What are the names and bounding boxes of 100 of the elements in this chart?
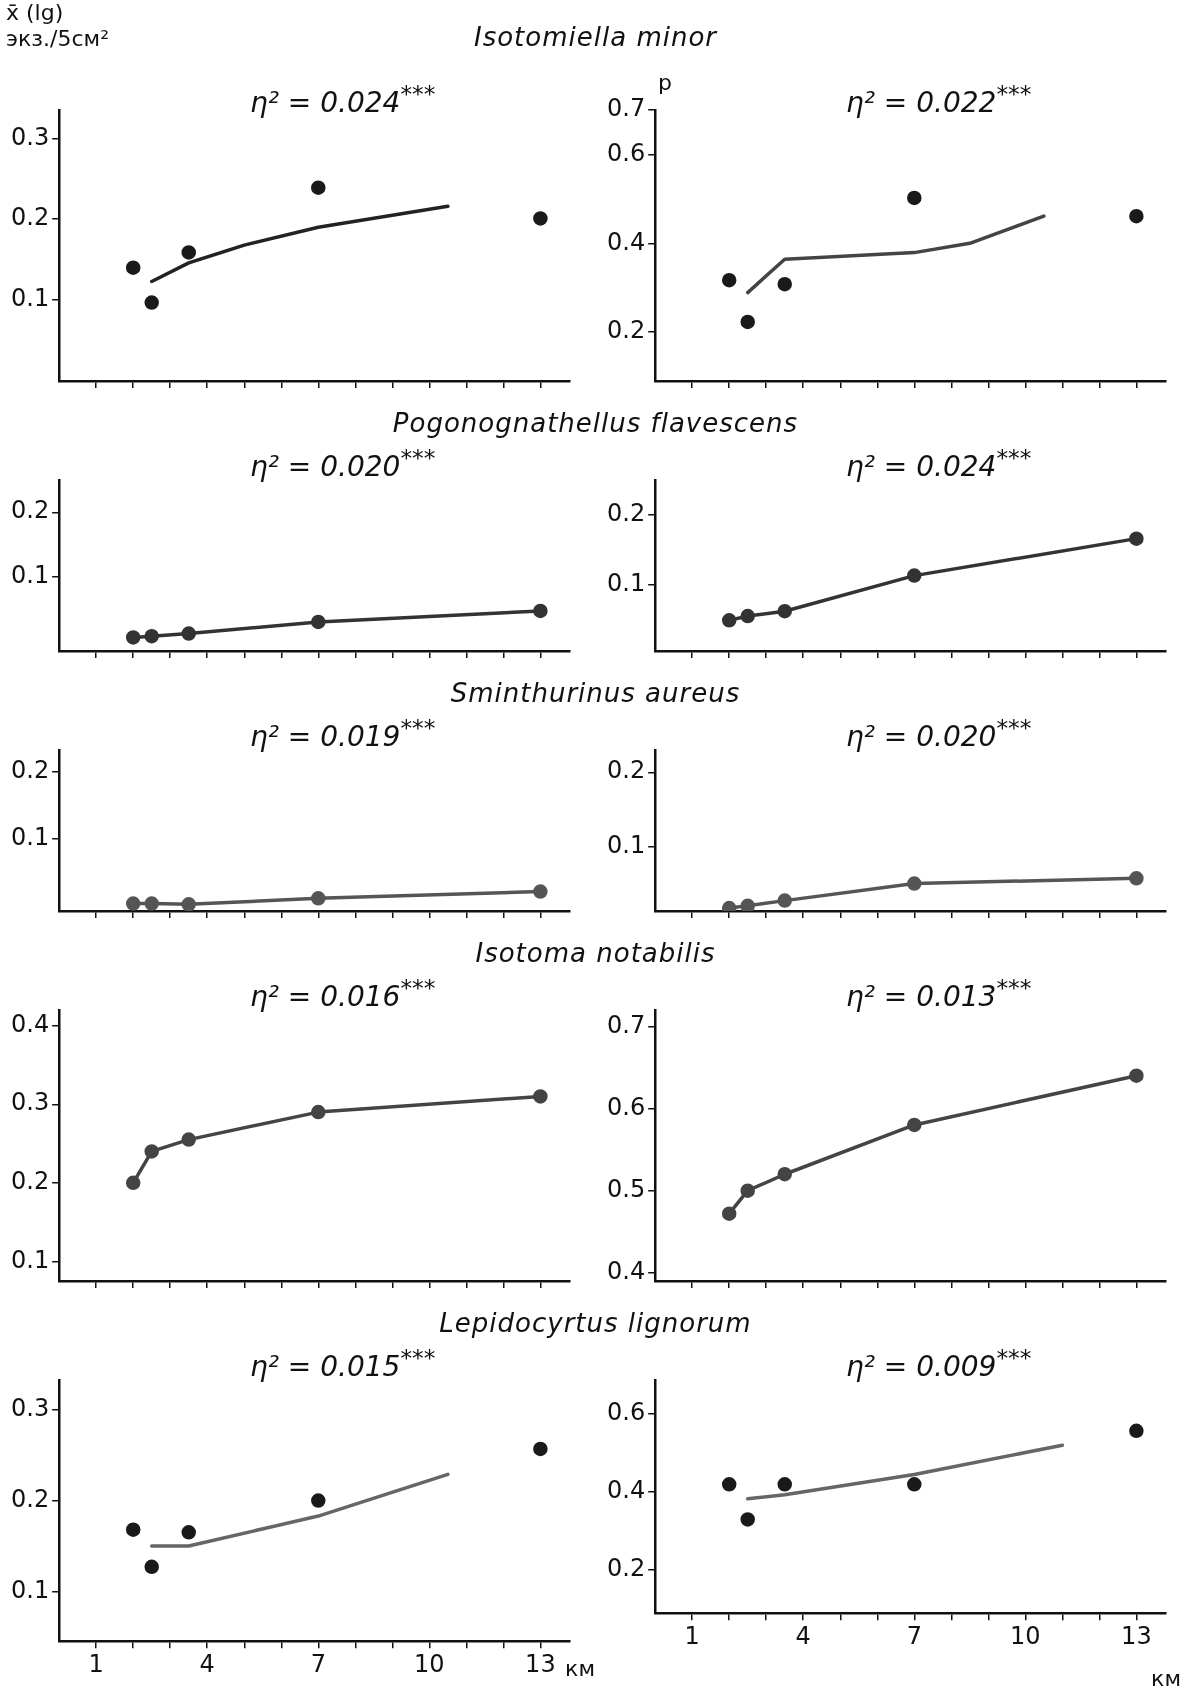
point — [777, 603, 792, 619]
point — [777, 1166, 792, 1182]
y-tick-label: 0.2 — [11, 1484, 50, 1513]
y-tick-label: 0.6 — [607, 1092, 646, 1121]
point — [144, 896, 159, 911]
y-tick-label: 0.3 — [11, 1088, 50, 1117]
annotation: η² = 0.022$^{***}$ — [846, 80, 1032, 120]
chart-title: Isotomiella minor — [473, 22, 718, 52]
x-tick-label: 1 — [684, 1621, 700, 1650]
y-tick-label: 0.5 — [607, 1174, 646, 1203]
point — [181, 1525, 196, 1540]
y-tick-label: 0.2 — [11, 203, 50, 232]
y-tick-label: 0.7 — [607, 1010, 646, 1039]
point — [311, 180, 326, 195]
annotation: η² = 0.009$^{***}$ — [846, 1344, 1032, 1384]
point — [777, 1477, 792, 1492]
y-tick-label: 0.2 — [607, 316, 646, 345]
point — [181, 1132, 196, 1147]
y-axis-title: x̄ (lg) экз./5см² — [6, 0, 110, 52]
point — [311, 614, 326, 630]
point — [533, 603, 548, 619]
y-tick-label: 0.1 — [11, 284, 50, 313]
y-tick-label: 0.1 — [11, 823, 50, 852]
y-tick-label: 0.2 — [607, 1554, 646, 1583]
point — [533, 1441, 548, 1457]
point — [1129, 1068, 1144, 1083]
point — [740, 314, 755, 330]
point — [721, 272, 737, 288]
point — [740, 1183, 755, 1198]
y-tick-label: 0.4 — [607, 227, 646, 256]
x-tick-label: 7 — [906, 1621, 922, 1650]
y-tick-label: 0.6 — [607, 1398, 646, 1427]
point — [721, 613, 737, 628]
annotation: η² = 0.016$^{***}$ — [250, 974, 436, 1014]
x-tick-label: 13 — [1121, 1621, 1152, 1650]
chart-title: Pogonognathellus flavescens — [391, 408, 800, 438]
point — [907, 1477, 922, 1492]
point — [1129, 1423, 1144, 1439]
y-tick-label: 0.3 — [11, 122, 50, 151]
annotation: η² = 0.024$^{***}$ — [250, 80, 436, 120]
point — [721, 1206, 737, 1221]
chart-title: Isotoma notabilis — [474, 938, 717, 968]
y-tick-label: 0.1 — [11, 561, 50, 590]
y-tick-label: 0.4 — [11, 1009, 50, 1038]
point — [907, 190, 922, 206]
point — [907, 568, 922, 583]
x-tick-label: 7 — [310, 1649, 326, 1678]
x-tick-label: 4 — [199, 1649, 215, 1678]
point — [125, 1522, 141, 1537]
point — [311, 891, 326, 906]
y-tick-label: 0.7 — [607, 94, 646, 123]
annotation: η² = 0.020$^{***}$ — [846, 714, 1032, 754]
point — [721, 1477, 737, 1492]
x-tick-label: 4 — [795, 1621, 811, 1650]
chart-title: Lepidocyrtus lignorum — [438, 1308, 753, 1338]
point — [777, 276, 792, 292]
chart-title: Sminthurinus aureus — [449, 678, 742, 708]
y-tick-label: 0.2 — [11, 756, 50, 785]
point — [311, 1493, 326, 1508]
point — [181, 245, 196, 260]
y-tick-label: 0.2 — [11, 496, 50, 525]
x-tick-label: 10 — [414, 1649, 445, 1678]
x-axis-title: км — [565, 1656, 595, 1681]
annotation: η² = 0.015$^{***}$ — [250, 1344, 436, 1384]
point — [907, 1117, 922, 1133]
point — [125, 1175, 141, 1191]
y-tick-label: 0.1 — [11, 1245, 50, 1274]
y-tick-label: 0.2 — [11, 1167, 50, 1196]
y-tick-label: 0.3 — [11, 1394, 50, 1423]
annotation: η² = 0.020$^{***}$ — [250, 444, 436, 484]
x-axis-title: км — [1151, 1666, 1181, 1691]
point — [125, 896, 141, 911]
y-tick-label: 0.2 — [607, 756, 646, 785]
y-tick-label: 0.6 — [607, 138, 646, 167]
y-tick-label: 0.1 — [607, 830, 646, 859]
x-tick-label: 1 — [88, 1649, 104, 1678]
annotation: η² = 0.024$^{***}$ — [846, 444, 1032, 484]
annotation: η² = 0.013$^{***}$ — [846, 974, 1032, 1014]
point — [1129, 208, 1144, 224]
point — [125, 630, 141, 645]
point — [181, 897, 196, 911]
y-tick-label: 0.1 — [607, 568, 646, 597]
y-tick-label: 0.4 — [607, 1476, 646, 1505]
y-tick-label: 0.1 — [11, 1575, 50, 1604]
y-tick-label: 0.2 — [607, 499, 646, 528]
x-tick-label: 13 — [525, 1649, 556, 1678]
point — [144, 295, 159, 310]
y-axis-title: p — [658, 70, 672, 96]
point — [144, 628, 159, 644]
point — [533, 1089, 548, 1104]
point — [125, 260, 141, 275]
point — [144, 1559, 159, 1575]
point — [740, 1512, 755, 1527]
point — [533, 211, 548, 226]
x-tick-label: 10 — [1010, 1621, 1041, 1650]
point — [740, 608, 755, 624]
point — [311, 1104, 326, 1120]
point — [181, 626, 196, 641]
annotation: η² = 0.019$^{***}$ — [250, 714, 436, 754]
y-tick-label: 0.4 — [607, 1257, 646, 1286]
